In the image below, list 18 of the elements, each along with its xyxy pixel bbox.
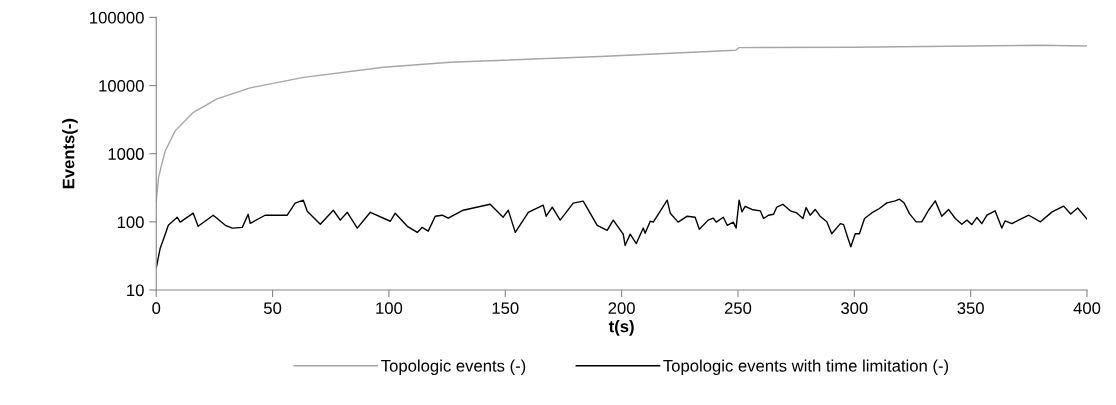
x-tick-label: 200 <box>608 302 635 315</box>
x-axis-title: t(s) <box>608 320 634 336</box>
x-tick-label: 100 <box>376 302 403 315</box>
x-tick-label: 0 <box>152 302 161 315</box>
y-tick-label: 10000 <box>99 79 144 92</box>
x-tick-label: 250 <box>724 302 752 315</box>
y-tick-label: 10 <box>127 284 144 297</box>
y-tick-label: 100000 <box>90 11 144 24</box>
x-tick-label: 350 <box>957 302 984 315</box>
y-axis-title: Events(-) <box>62 118 78 189</box>
legend-label: Topologic events (-) <box>381 359 526 376</box>
x-tick-label: 400 <box>1073 302 1101 315</box>
x-tick-label: 50 <box>263 302 282 315</box>
legend-label: Topologic events with time limitation (-) <box>663 359 949 376</box>
x-tick-label: 300 <box>841 302 868 315</box>
x-tick-label: 150 <box>492 302 519 315</box>
y-tick-label: 100 <box>117 216 144 229</box>
y-tick-label: 1000 <box>108 148 144 160</box>
